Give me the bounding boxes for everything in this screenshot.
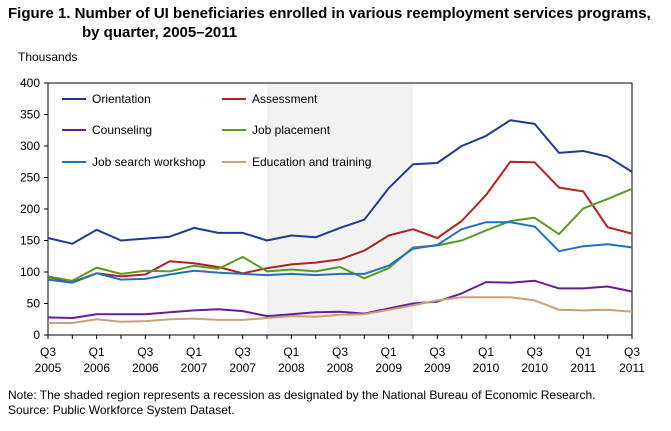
y-tick-label: 150 (20, 234, 40, 248)
y-tick-label: 50 (27, 297, 41, 311)
x-tick-label-quarter: Q3 (624, 345, 640, 359)
x-tick-label-year: 2007 (181, 361, 208, 375)
legend-label: Assessment (252, 92, 318, 106)
x-tick-label-quarter: Q1 (381, 345, 397, 359)
x-tick-label-year: 2009 (375, 361, 402, 375)
y-tick-label: 300 (20, 139, 40, 153)
x-tick-label-year: 2009 (424, 361, 451, 375)
chart-source: Source: Public Workforce System Dataset. (8, 403, 235, 417)
y-tick-label: 400 (20, 76, 40, 90)
chart-note: Note: The shaded region represents a rec… (8, 388, 596, 402)
legend-label: Education and training (252, 155, 371, 169)
x-tick-label-year: 2010 (521, 361, 548, 375)
line-chart: 0 50 100 150 200 250 300 350 400 Q3 2005 Q1 2006 Q3 20… (20, 76, 645, 375)
y-tick-label: 350 (20, 108, 40, 122)
x-tick-label-quarter: Q3 (429, 345, 445, 359)
x-tick-label-year: 2006 (132, 361, 159, 375)
legend-label: Orientation (92, 92, 151, 106)
x-tick-label-quarter: Q1 (283, 345, 299, 359)
chart-title: Figure 1. Number of UI beneficiaries enr… (8, 4, 664, 42)
x-tick-label-quarter: Q1 (478, 345, 494, 359)
chart-title-line2: by quarter, 2005–2011 (82, 24, 238, 41)
x-tick-label-quarter: Q3 (137, 345, 153, 359)
x-tick-label-quarter: Q3 (527, 345, 543, 359)
recession-shading (267, 83, 413, 335)
legend-label: Job search workshop (92, 155, 206, 169)
x-tick-label-year: 2006 (83, 361, 110, 375)
series-line-assessment (47, 160, 633, 284)
x-tick-label-year: 2010 (473, 361, 500, 375)
series-line-counseling (47, 279, 633, 319)
x-tick-label-year: 2007 (229, 361, 256, 375)
x-tick-label-year: 2008 (278, 361, 305, 375)
chart-notes: Note: The shaded region represents a rec… (8, 388, 668, 418)
legend-label: Job placement (252, 123, 331, 137)
x-tick-label-quarter: Q3 (332, 345, 348, 359)
x-tick-label-year: 2011 (619, 361, 645, 375)
y-tick-label: 200 (20, 202, 40, 216)
x-tick-label-quarter: Q3 (40, 345, 56, 359)
x-tick-label-quarter: Q1 (89, 345, 105, 359)
series-line-job-search-workshop (47, 221, 633, 284)
x-tick-label-quarter: Q1 (575, 345, 591, 359)
y-tick-label: 250 (20, 171, 40, 185)
y-axis-unit-label: Thousands (18, 50, 78, 64)
series-line-job-placement (47, 187, 633, 282)
x-tick-label-year: 2008 (327, 361, 354, 375)
x-tick-label-year: 2005 (35, 361, 62, 375)
series-line-education-and-training (48, 296, 633, 324)
y-tick-label: 0 (33, 328, 40, 342)
legend-label: Counseling (92, 123, 152, 137)
x-tick-label-quarter: Q3 (235, 345, 251, 359)
chart-title-line1: Figure 1. Number of UI beneficiaries enr… (8, 5, 651, 22)
y-tick-label: 100 (20, 265, 40, 279)
x-tick-label-year: 2011 (570, 361, 596, 375)
x-tick-label-quarter: Q1 (186, 345, 202, 359)
series-line-orientation (47, 119, 633, 245)
